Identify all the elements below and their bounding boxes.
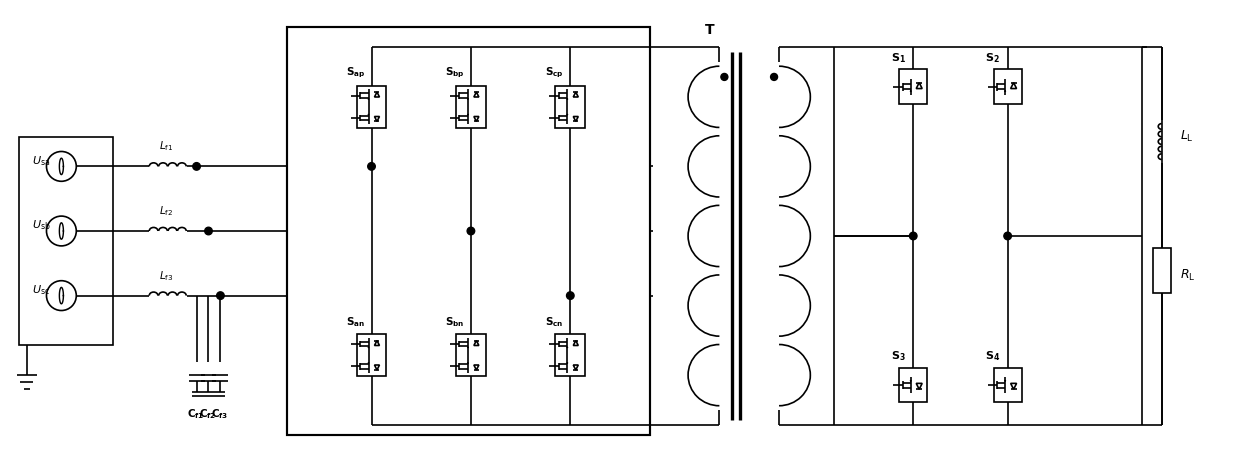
Circle shape bbox=[1004, 232, 1012, 240]
Text: $\mathbf{S_{bn}}$: $\mathbf{S_{bn}}$ bbox=[445, 315, 465, 329]
Bar bbox=[456, 334, 486, 376]
Polygon shape bbox=[374, 341, 379, 345]
Text: $\mathbf{S_{cp}}$: $\mathbf{S_{cp}}$ bbox=[546, 66, 564, 80]
Text: $\mathbf{S_{ap}}$: $\mathbf{S_{ap}}$ bbox=[346, 66, 366, 80]
Bar bbox=[556, 334, 585, 376]
Circle shape bbox=[909, 232, 918, 240]
Polygon shape bbox=[474, 92, 479, 97]
Polygon shape bbox=[916, 83, 923, 89]
Circle shape bbox=[467, 227, 475, 235]
Polygon shape bbox=[573, 341, 578, 345]
Bar bbox=[556, 86, 585, 128]
Bar bbox=[456, 86, 486, 128]
Polygon shape bbox=[573, 365, 578, 370]
Polygon shape bbox=[573, 117, 578, 122]
Bar bbox=[1153, 248, 1171, 293]
Circle shape bbox=[217, 292, 224, 299]
Text: $L_{\rm f3}$: $L_{\rm f3}$ bbox=[159, 269, 172, 283]
Bar bbox=[993, 70, 1022, 104]
Text: $L_{\rm f1}$: $L_{\rm f1}$ bbox=[159, 140, 172, 154]
Polygon shape bbox=[474, 341, 479, 345]
Circle shape bbox=[205, 227, 212, 235]
Text: $\mathbf{C_{f3}}$: $\mathbf{C_{f3}}$ bbox=[211, 407, 228, 421]
Bar bbox=[19, 136, 113, 345]
Text: $R_{\rm L}$: $R_{\rm L}$ bbox=[1179, 268, 1195, 283]
Text: $\mathbf{S_{4}}$: $\mathbf{S_{4}}$ bbox=[985, 349, 1001, 363]
Bar bbox=[357, 334, 387, 376]
Polygon shape bbox=[1011, 384, 1017, 389]
Circle shape bbox=[720, 73, 728, 80]
Circle shape bbox=[567, 292, 574, 299]
Bar bbox=[357, 86, 387, 128]
Text: $\mathbf{C_{f1}}$: $\mathbf{C_{f1}}$ bbox=[187, 407, 205, 421]
Bar bbox=[286, 27, 650, 435]
Polygon shape bbox=[573, 92, 578, 97]
Text: $U_{\rm sa}$: $U_{\rm sa}$ bbox=[31, 154, 50, 168]
Polygon shape bbox=[1011, 83, 1017, 89]
Text: $\mathbf{S_{3}}$: $\mathbf{S_{3}}$ bbox=[890, 349, 905, 363]
Bar bbox=[993, 368, 1022, 402]
Polygon shape bbox=[374, 365, 379, 370]
Polygon shape bbox=[916, 384, 923, 389]
Bar bbox=[899, 368, 928, 402]
Text: $\mathbf{S_{1}}$: $\mathbf{S_{1}}$ bbox=[890, 51, 905, 65]
Text: $\mathbf{S_{2}}$: $\mathbf{S_{2}}$ bbox=[986, 51, 1001, 65]
Circle shape bbox=[192, 163, 201, 170]
Circle shape bbox=[368, 163, 376, 170]
Polygon shape bbox=[474, 117, 479, 122]
Text: $\mathbf{S_{bp}}$: $\mathbf{S_{bp}}$ bbox=[445, 66, 465, 80]
Polygon shape bbox=[374, 92, 379, 97]
Text: $\mathbf{S_{cn}}$: $\mathbf{S_{cn}}$ bbox=[546, 315, 564, 329]
Polygon shape bbox=[374, 117, 379, 122]
Text: $\mathbf{C_{f2}}$: $\mathbf{C_{f2}}$ bbox=[198, 407, 216, 421]
Bar bbox=[899, 70, 928, 104]
Text: $U_{\rm sc}$: $U_{\rm sc}$ bbox=[31, 283, 50, 297]
Text: $L_{\rm L}$: $L_{\rm L}$ bbox=[1179, 129, 1193, 144]
Text: $\mathbf{S_{an}}$: $\mathbf{S_{an}}$ bbox=[346, 315, 365, 329]
Polygon shape bbox=[474, 365, 479, 370]
Text: $L_{\rm f2}$: $L_{\rm f2}$ bbox=[159, 204, 172, 218]
Text: $U_{\rm sb}$: $U_{\rm sb}$ bbox=[31, 219, 51, 232]
Text: $\mathbf{T}$: $\mathbf{T}$ bbox=[704, 23, 715, 37]
Circle shape bbox=[770, 73, 777, 80]
